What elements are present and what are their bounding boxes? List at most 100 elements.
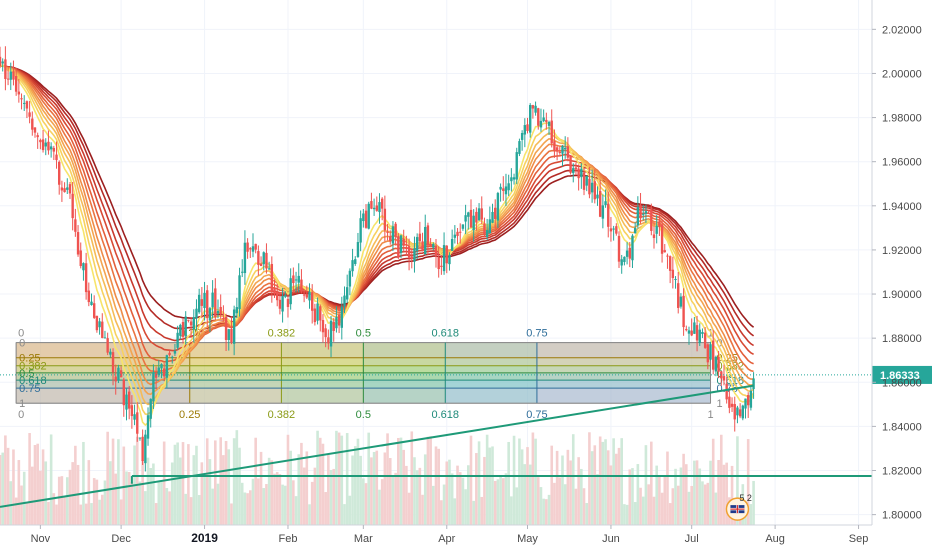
volume-bar: [378, 489, 381, 525]
candle-body: [84, 263, 88, 293]
candle-body: [612, 228, 615, 230]
volume-bar: [65, 477, 69, 525]
candle-body: [415, 237, 419, 251]
candle-body: [300, 279, 303, 292]
volume-bar: [372, 451, 376, 525]
candle-body: [12, 71, 15, 80]
badge-count: 5 2: [739, 493, 752, 503]
candle-body: [284, 294, 287, 297]
candle-body: [620, 259, 623, 266]
volume-bar: [270, 460, 274, 525]
fib-label-bottom: 0.618: [432, 409, 460, 421]
candle-body: [728, 396, 731, 408]
volume-bar: [181, 442, 185, 525]
candle-body: [106, 338, 109, 353]
candle-body: [690, 330, 693, 336]
candle-body: [577, 168, 580, 179]
volume-bar: [90, 503, 93, 525]
time-tick-label: Mar: [354, 533, 373, 545]
candle-body: [273, 288, 276, 294]
trendlines[interactable]: [0, 384, 872, 508]
candle-body: [44, 142, 47, 147]
candle-body: [66, 187, 69, 190]
candle-body: [717, 356, 720, 372]
symbol-badge[interactable]: 5 2: [725, 493, 752, 521]
candle-body: [76, 232, 80, 255]
volume-bar: [663, 475, 667, 525]
volume-bar: [165, 487, 169, 525]
volume-bar: [49, 434, 53, 525]
volume-bar: [310, 481, 314, 525]
volume-bar: [308, 504, 311, 525]
candle-body: [485, 230, 489, 238]
volume-bar: [528, 464, 532, 525]
volume-bar: [695, 460, 699, 525]
price-tick-label: 2.00000: [882, 68, 922, 80]
candle-body: [259, 263, 263, 266]
candle-body: [709, 344, 712, 360]
volume-bar: [286, 434, 290, 525]
candle-body: [426, 225, 430, 246]
volume-bar: [267, 457, 271, 525]
time-tick-label: Apr: [438, 533, 455, 545]
candle-body: [343, 295, 346, 307]
candle-body: [235, 307, 239, 314]
volume-bar: [717, 460, 720, 525]
candle-body: [668, 256, 672, 271]
candle-body: [370, 201, 373, 209]
volume-bar: [507, 441, 510, 525]
candle-body: [609, 228, 613, 232]
volume-bar: [300, 442, 303, 525]
volume-bar: [464, 489, 467, 525]
candle-body: [39, 139, 42, 143]
candle-body: [114, 376, 117, 382]
volume-bar: [305, 451, 309, 525]
volume-bar: [362, 478, 365, 525]
candle-body: [598, 191, 602, 217]
volume-bar: [749, 504, 753, 525]
volume-bar: [345, 433, 349, 525]
volume-bar: [671, 488, 675, 525]
volume-bar: [418, 467, 422, 525]
candle-body: [356, 242, 360, 257]
volume-bar: [658, 475, 661, 525]
candle-body: [442, 245, 446, 272]
candle-body: [510, 177, 513, 182]
candle-body: [378, 202, 381, 213]
candle-body: [375, 205, 378, 211]
volume-bar: [590, 451, 594, 525]
volume-bar: [536, 477, 540, 525]
volume-bar: [445, 461, 449, 525]
candle-body: [28, 112, 31, 117]
candle-body: [310, 292, 314, 311]
volume-bar: [598, 436, 602, 525]
candle-body: [432, 243, 435, 248]
candle-body: [547, 121, 551, 126]
candle-body: [550, 120, 553, 144]
fib-label-top: 0.618: [432, 328, 460, 340]
fib-label-top: 0.5: [356, 328, 371, 340]
volume-bar: [725, 462, 728, 525]
volume-bar: [480, 496, 484, 525]
candle-body: [111, 352, 115, 373]
volume-bar: [687, 491, 691, 525]
ema-ribbon: [0, 64, 755, 427]
candle-body: [127, 391, 131, 409]
candle-body: [749, 391, 753, 408]
fib-label-left: 0.25: [19, 353, 40, 365]
volume-bar: [501, 478, 505, 525]
last-price-line: 1.86333: [0, 365, 932, 384]
volume-bar: [162, 441, 166, 525]
candle-body: [494, 207, 497, 220]
time-tick-label: Nov: [31, 533, 51, 545]
volume-bar: [625, 504, 629, 525]
candle-body: [469, 209, 473, 228]
volume-bar: [168, 491, 171, 525]
volume-bar: [47, 501, 50, 525]
candle-body: [741, 405, 745, 419]
volume-bar: [63, 496, 66, 525]
ema-line: [0, 64, 755, 406]
